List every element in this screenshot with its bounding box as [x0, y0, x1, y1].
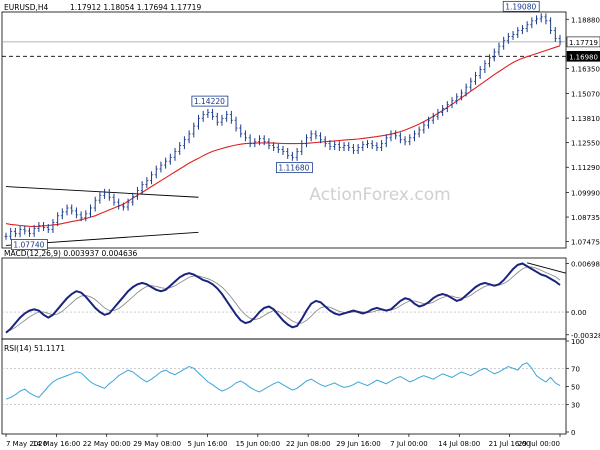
support-level-box: [566, 51, 600, 62]
support-level-label: 1.16980: [569, 53, 598, 61]
macd-divergence-line: [527, 262, 567, 274]
x-tick-label: 29 Jul 00:00: [518, 440, 560, 448]
price-tick-label: 1.07475: [571, 239, 600, 247]
price-tick-label: 1.18880: [571, 16, 600, 24]
x-tick-label: 15 Jun 00:00: [236, 440, 280, 448]
rsi-tick-label: 50: [571, 384, 580, 392]
rsi-tick-label: 70: [571, 365, 580, 373]
macd-title: MACD(12,26,9) 0.003937 0.004636: [4, 249, 138, 258]
annotation-label: 1.07740: [13, 240, 44, 249]
x-tick-label: 29 May 08:00: [133, 440, 181, 448]
x-tick-label: 7 Jul 00:00: [390, 440, 428, 448]
price-tick-label: 1.13810: [571, 115, 600, 123]
annotation-box: [191, 95, 229, 107]
annotation-label: 1.11680: [278, 164, 309, 173]
rsi-panel-frame: [1, 338, 567, 435]
rsi-tick-label: 100: [571, 338, 584, 346]
current-price-label: 1.17719: [569, 39, 598, 47]
annotation-box: [275, 162, 313, 174]
price-tick-label: 1.08735: [571, 214, 600, 222]
x-tick-label: 21 Jul 16:00: [489, 440, 531, 448]
rsi-title: RSI(14) 51.1171: [4, 344, 65, 353]
macd-tick-label: 0.00: [571, 309, 587, 317]
annotation-label: 1.14220: [194, 97, 225, 106]
ohlc-values: 1.17912 1.18054 1.17694 1.17719: [70, 3, 201, 12]
price-tick-label: 1.15070: [571, 91, 600, 99]
annotation-box: [502, 0, 540, 12]
rsi-tick-label: 30: [571, 402, 580, 410]
price-tick-label: 1.12550: [571, 140, 600, 148]
x-tick-label: 22 May 00:00: [83, 440, 131, 448]
x-tick-label: 14 Jul 08:00: [438, 440, 480, 448]
price-tick-label: 1.11290: [571, 164, 600, 172]
annotation-box: [10, 239, 48, 250]
rsi-tick-label: 0: [571, 429, 575, 437]
watermark-text: ActionForex.com: [309, 185, 450, 205]
price-tick-label: 1.16350: [571, 66, 600, 74]
current-price-box: [566, 36, 600, 48]
price-tick-label: 1.09990: [571, 190, 600, 198]
macd-main-line: [5, 262, 561, 334]
moving-average-line: [5, 45, 561, 228]
x-tick-label: 22 Jun 08:00: [286, 440, 330, 448]
rsi-line: [5, 362, 561, 400]
macd-signal-line: [5, 266, 561, 332]
macd-tick-label: 0.006984: [571, 261, 600, 269]
price-panel-frame: [1, 11, 567, 249]
triangle-upper-line: [5, 186, 199, 198]
x-tick-label: 14 May 16:00: [32, 440, 80, 448]
macd-tick-label: -0.00328: [571, 332, 600, 340]
x-tick-label: 5 Jun 16:00: [187, 440, 227, 448]
annotation-label: 1.19080: [505, 2, 536, 11]
x-tick-label: 29 Jun 16:00: [336, 440, 380, 448]
symbol-label: EURUSD,H4: [4, 3, 48, 12]
x-tick-label: 7 May 2020: [6, 440, 47, 448]
